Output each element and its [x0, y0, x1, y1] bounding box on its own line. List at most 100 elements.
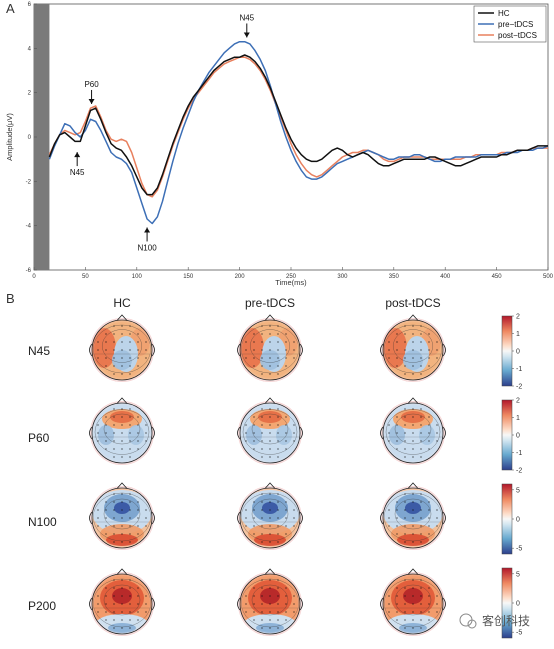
nose-marker-icon [264, 314, 276, 321]
annotation-label: P60 [84, 80, 99, 89]
right-ear-icon [151, 597, 155, 611]
row-label-n100: N100 [28, 515, 57, 529]
nose-marker-icon [116, 568, 128, 575]
right-ear-icon [299, 511, 303, 525]
x-tick-label: 400 [440, 274, 451, 280]
annotation-label: N45 [239, 13, 254, 22]
colorbar-tick-label: -2 [516, 384, 522, 391]
nose-marker-icon [264, 568, 276, 575]
colorbars: 2 1 0 -1 -2 2 1 0 -1 -2 5 0 -5 5 0 -5 [501, 314, 522, 639]
y-axis-ticks: 6 4 2 0 -2 -4 -6 [26, 2, 37, 274]
nose-marker-icon [407, 397, 419, 404]
x-tick-label: 300 [337, 274, 348, 280]
colorbar-p200: 5 0 -5 [501, 567, 522, 639]
row-label-p200: P200 [28, 599, 56, 613]
y-tick-label: 2 [28, 91, 32, 97]
colorbar-tick-label: 5 [516, 487, 520, 494]
colorbar-p60: 2 1 0 -1 -2 [501, 398, 522, 475]
y-axis-label: Amplitude(μV) [5, 113, 14, 161]
colorbar-tick-label: -5 [516, 546, 522, 553]
right-ear-icon [151, 426, 155, 440]
x-tick-label: 250 [286, 274, 297, 280]
right-ear-icon [299, 426, 303, 440]
y-tick-label: -6 [26, 268, 32, 274]
colorbar-tick-label: -2 [516, 468, 522, 475]
y-tick-label: 4 [28, 46, 32, 52]
colorbar-tick-label: -1 [516, 366, 522, 373]
nose-marker-icon [407, 482, 419, 489]
legend: HC pre−tDCS post−tDCS [473, 5, 547, 43]
plot-frame [33, 3, 549, 271]
x-tick-label: 350 [389, 274, 400, 280]
topomap-n45-pre-tdcs [237, 314, 303, 382]
column-header-post-tdcs: post-tDCS [385, 296, 440, 310]
legend-label-post-tdcs: post−tDCS [498, 31, 537, 40]
y-tick-label: 6 [28, 2, 32, 8]
annotation-label: N100 [138, 243, 158, 252]
annotation-arrowhead [88, 98, 95, 104]
topomap-p200-pre-tdcs [237, 568, 303, 636]
annotation-arrowhead [74, 152, 81, 158]
colorbar-tick-label: -5 [516, 630, 522, 637]
x-tick-label: 200 [235, 274, 246, 280]
topomap-grid [89, 314, 446, 636]
left-ear-icon [89, 426, 93, 440]
nose-marker-icon [116, 397, 128, 404]
left-ear-icon [380, 343, 384, 357]
left-ear-icon [89, 511, 93, 525]
series-lines [48, 40, 549, 225]
column-header-pre-tdcs: pre-tDCS [245, 296, 295, 310]
x-tick-label: 450 [492, 274, 503, 280]
legend-label-pre-tdcs: pre−tDCS [498, 20, 533, 29]
wechat-logo-icon-inner [467, 619, 477, 629]
x-tick-label: 500 [543, 274, 554, 280]
colorbar-tick-label: 1 [516, 331, 520, 338]
colorbar-tick-label: 1 [516, 415, 520, 422]
left-ear-icon [380, 426, 384, 440]
left-ear-icon [237, 343, 241, 357]
series-line-pre-tdcs [48, 40, 549, 225]
left-ear-icon [237, 597, 241, 611]
column-header-hc: HC [113, 296, 131, 310]
left-ear-icon [237, 511, 241, 525]
nose-marker-icon [264, 482, 276, 489]
series-line-hc [48, 54, 548, 196]
left-ear-icon [89, 597, 93, 611]
row-label-n45: N45 [28, 344, 50, 358]
left-ear-icon [237, 426, 241, 440]
colorbar-tick-label: 0 [516, 433, 520, 440]
nose-marker-icon [116, 314, 128, 321]
right-ear-icon [442, 343, 446, 357]
annotation-label: N45 [70, 168, 85, 177]
right-ear-icon [151, 511, 155, 525]
colorbar-tick-label: 2 [516, 398, 520, 405]
x-tick-label: 100 [132, 274, 143, 280]
y-tick-label: 0 [28, 135, 32, 141]
annotation-arrowhead [243, 32, 250, 38]
colorbar-n45: 2 1 0 -1 -2 [501, 314, 522, 391]
topomap-n100-hc [89, 482, 155, 550]
line-plot: 6 4 2 0 -2 -4 -6 0 50 100 150 200 250 300 350 400 450 50… [5, 2, 554, 287]
nose-marker-icon [407, 314, 419, 321]
nose-marker-icon [116, 482, 128, 489]
y-tick-label: -2 [26, 179, 32, 185]
x-tick-label: 50 [82, 274, 89, 280]
panel-a-letter: A [6, 1, 15, 16]
topomap-p200-post-tdcs [380, 568, 446, 636]
topomap-n45-hc [89, 314, 155, 382]
topomap-p60-hc [89, 397, 155, 465]
right-ear-icon [299, 597, 303, 611]
topomap-n100-pre-tdcs [237, 482, 303, 550]
x-axis-label: Time(ms) [275, 278, 307, 287]
right-ear-icon [151, 343, 155, 357]
right-ear-icon [299, 343, 303, 357]
right-ear-icon [442, 511, 446, 525]
peak-annotations: N45 P60 N45 N100 [70, 13, 255, 252]
colorbar-tick-label: 0 [516, 349, 520, 356]
topomap-p60-post-tdcs [380, 397, 446, 465]
nose-marker-icon [264, 397, 276, 404]
watermark-text: 客创科技 [482, 613, 530, 628]
colorbar-tick-label: 0 [516, 601, 520, 608]
annotation-arrowhead [144, 227, 151, 233]
nose-marker-icon [407, 568, 419, 575]
